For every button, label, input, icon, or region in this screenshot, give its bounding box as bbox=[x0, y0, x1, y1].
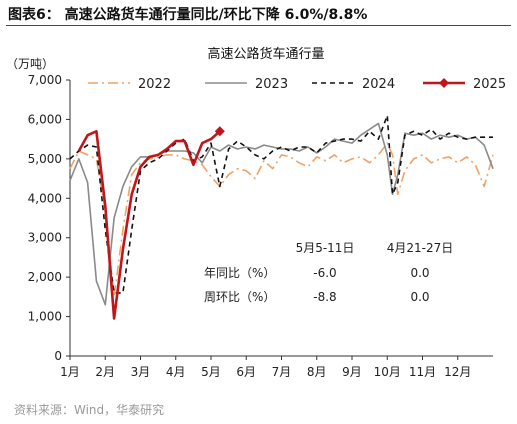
y-tick-label: 2,000 bbox=[28, 270, 62, 284]
x-tick-label: 12月 bbox=[444, 365, 471, 379]
x-tick-label: 9月 bbox=[342, 365, 362, 379]
series-line-2025 bbox=[77, 130, 221, 320]
x-tick-label: 3月 bbox=[131, 365, 151, 379]
annotation-row-label: 周环比（%） bbox=[204, 290, 275, 304]
y-tick-label: 0 bbox=[54, 349, 62, 363]
y-axis: 0 1,000 2,000 3,000 4,000 5,000 6,000 7,000 bbox=[28, 73, 71, 363]
x-tick-label: 7月 bbox=[272, 365, 292, 379]
annotation-col-header: 5月5-11日 bbox=[296, 241, 355, 255]
figure-title: 图表6： 高速公路货车通行量同比/环比下降 6.0%/8.8% bbox=[8, 7, 368, 23]
y-tick-label: 4,000 bbox=[28, 191, 62, 205]
legend-label-2023: 2023 bbox=[255, 77, 288, 92]
x-tick-label: 10月 bbox=[374, 365, 401, 379]
y-tick-label: 6,000 bbox=[28, 112, 62, 126]
legend-label-2024: 2024 bbox=[362, 77, 395, 92]
annotation-value: -8.8 bbox=[313, 290, 336, 304]
legend-label-2025: 2025 bbox=[473, 77, 506, 92]
y-unit-label: （万吨） bbox=[6, 57, 54, 71]
x-tick-label: 2月 bbox=[95, 365, 115, 379]
x-tick-label: 6月 bbox=[236, 365, 256, 379]
source-note: 资料来源：Wind，华泰研究 bbox=[14, 403, 165, 417]
x-tick-label: 5月 bbox=[201, 365, 221, 379]
y-tick-label: 3,000 bbox=[28, 231, 62, 245]
x-tick-label: 8月 bbox=[307, 365, 327, 379]
annotation-value: -6.0 bbox=[313, 266, 336, 280]
annotation-value: 0.0 bbox=[410, 290, 429, 304]
x-tick-label: 1月 bbox=[60, 365, 80, 379]
y-tick-label: 7,000 bbox=[28, 73, 62, 87]
x-tick-label: 11月 bbox=[409, 365, 436, 379]
series-line-2024 bbox=[69, 114, 493, 294]
annotation-col-header: 4月21-27日 bbox=[387, 241, 454, 255]
x-axis: 1月 2月 3月 4月 5月 6月 7月 8月 9月 10月 11月 12月 bbox=[60, 355, 493, 379]
legend-label-2022: 2022 bbox=[138, 77, 171, 92]
legend: 2022 2023 2024 2025 bbox=[88, 77, 506, 92]
series-end-marker-2025 bbox=[214, 126, 225, 137]
series-line-2022 bbox=[69, 142, 494, 298]
plot-area bbox=[69, 114, 494, 320]
title-rule bbox=[6, 25, 511, 26]
legend-marker-2025 bbox=[439, 78, 449, 88]
y-tick-label: 5,000 bbox=[28, 152, 62, 166]
x-tick-label: 4月 bbox=[166, 365, 186, 379]
y-tick-label: 1,000 bbox=[28, 310, 62, 324]
series-line-2023 bbox=[69, 122, 494, 306]
annotation-row-label: 年同比（%） bbox=[204, 266, 275, 280]
annotation-value: 0.0 bbox=[410, 266, 429, 280]
chart-title: 高速公路货车通行量 bbox=[207, 46, 324, 62]
